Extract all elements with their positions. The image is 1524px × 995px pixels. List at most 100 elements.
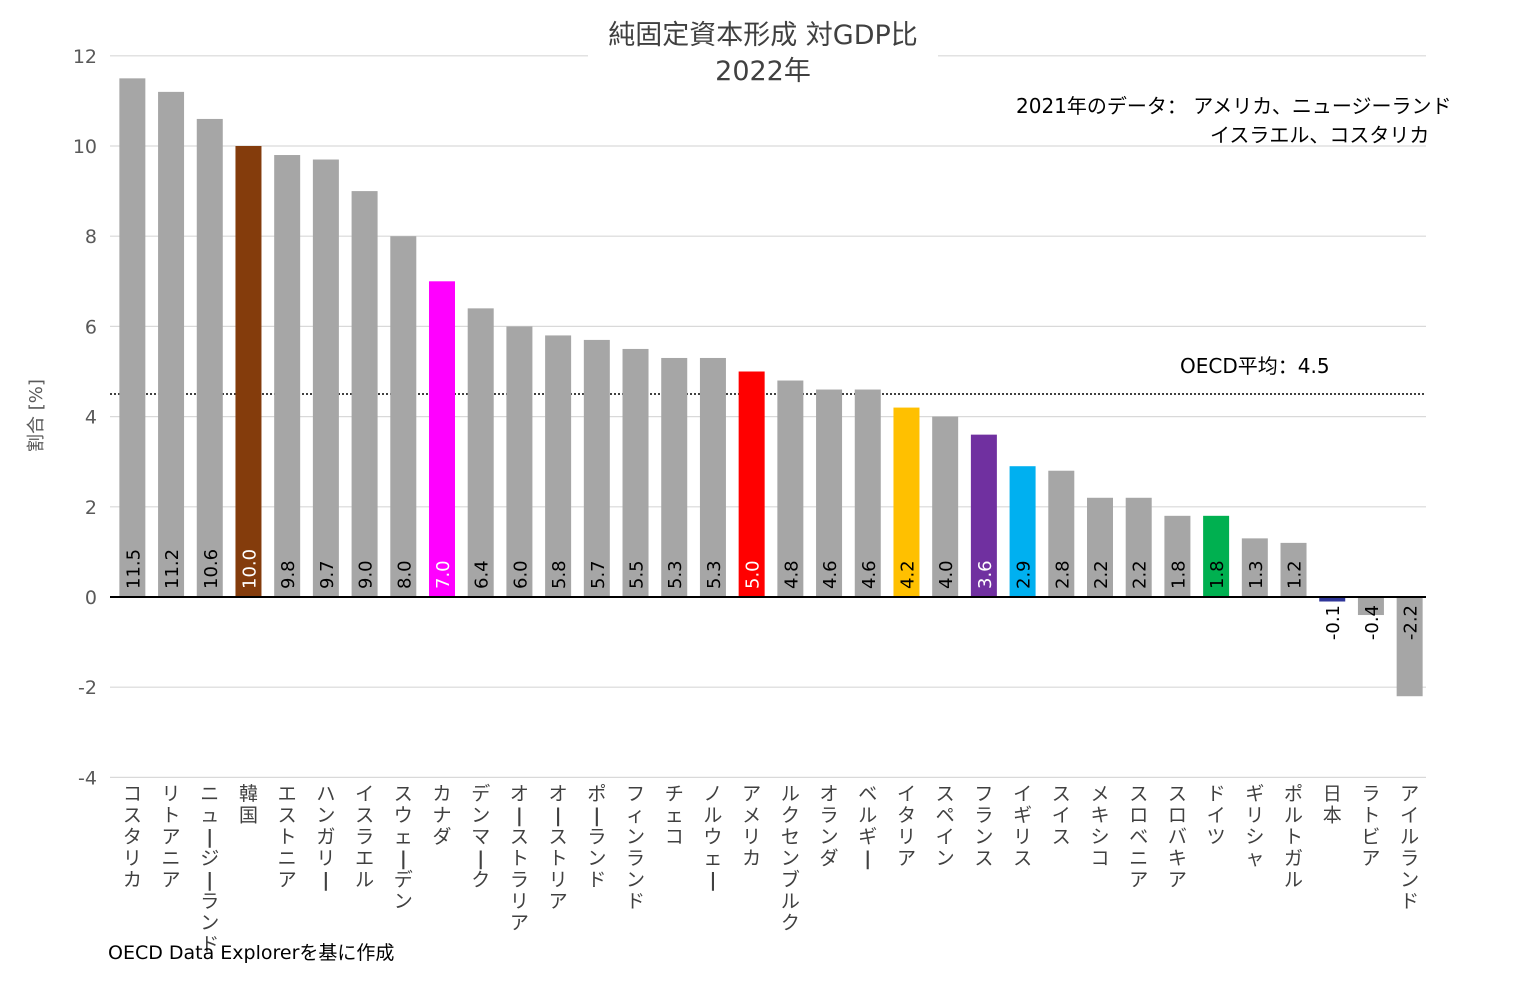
value-label: 10.0 <box>239 549 260 589</box>
value-label: 4.6 <box>820 560 841 589</box>
category-label: イタリア <box>897 783 916 870</box>
value-label: 5.7 <box>588 560 609 589</box>
category-label: ルクセンブルク <box>781 783 800 934</box>
value-label: 6.0 <box>510 560 531 589</box>
chart-title-line1: 純固定資本形成 対GDP比 <box>608 20 918 51</box>
category-label: フィンランド <box>626 783 645 913</box>
category-label: メキシコ <box>1090 783 1109 870</box>
category-label: ラトビア <box>1361 783 1380 870</box>
bar <box>1396 597 1423 697</box>
value-label: 7.0 <box>433 560 454 589</box>
value-label: 2.2 <box>1130 560 1151 589</box>
category-label: ドイツ <box>1207 783 1226 848</box>
value-label: 2.2 <box>1091 560 1112 589</box>
value-label: 1.8 <box>1168 560 1189 589</box>
category-label: イスラエル <box>355 783 374 891</box>
category-label: リトアニア <box>162 783 181 891</box>
bar <box>1357 597 1384 616</box>
oecd-average-label: OECD平均：4.5 <box>1180 354 1330 378</box>
category-label: アメリカ <box>742 783 761 870</box>
value-label: 5.8 <box>549 560 570 589</box>
value-label: 4.2 <box>897 560 918 589</box>
chart-title: 純固定資本形成 対GDP比 2022年 <box>588 18 938 90</box>
y-tick-label: -2 <box>78 677 97 699</box>
bar <box>816 389 843 597</box>
value-label: 1.3 <box>1246 560 1267 589</box>
bar <box>1009 466 1036 597</box>
bar <box>622 348 649 597</box>
bar <box>312 159 339 597</box>
value-label: 5.3 <box>704 560 725 589</box>
bar <box>699 357 726 597</box>
bar <box>854 389 881 597</box>
category-label: イギリス <box>1013 783 1032 870</box>
value-label: 11.2 <box>162 549 183 589</box>
category-label: ポ|ランド <box>587 783 606 891</box>
category-label: コスタリカ <box>123 783 142 891</box>
bar <box>235 146 262 597</box>
bar <box>274 155 301 597</box>
category-label: カナダ <box>432 783 451 848</box>
chart-title-line2: 2022年 <box>715 56 811 87</box>
category-label: 日本 <box>1323 783 1342 827</box>
y-axis-ticks: -4 -2 0 2 4 6 8 10 12 <box>73 46 97 790</box>
bar <box>1280 542 1307 597</box>
value-label: 9.8 <box>278 560 299 589</box>
note-line2: イスラエル、コスタリカ <box>1210 123 1430 147</box>
note-line1: 2021年のデータ： アメリカ、ニュージーランド <box>1016 94 1452 118</box>
category-label: スロベニア <box>1129 783 1148 891</box>
category-label: チェコ <box>665 783 684 848</box>
value-label: 9.0 <box>356 560 377 589</box>
y-tick-label: 0 <box>85 587 97 609</box>
category-label: ニュ|ジ|ランド <box>200 783 219 956</box>
y-tick-label: 4 <box>85 407 97 429</box>
category-label: スウェ|デン <box>394 783 413 913</box>
y-tick-label: 6 <box>85 316 97 338</box>
bar <box>1319 597 1346 602</box>
category-label: スロバキア <box>1168 783 1187 891</box>
y-tick-label: 2 <box>85 497 97 519</box>
bar <box>893 407 920 597</box>
category-label: オ|ストラリア <box>510 783 529 934</box>
bar <box>583 339 610 597</box>
value-label: 4.8 <box>781 560 802 589</box>
bar <box>1164 515 1191 597</box>
category-label: オランダ <box>820 783 839 870</box>
y-tick-label: 8 <box>85 226 97 248</box>
value-label: 10.6 <box>201 549 222 589</box>
category-label: ギリシャ <box>1245 783 1264 870</box>
value-label: 5.0 <box>743 560 764 589</box>
bar <box>777 380 804 597</box>
category-label: フランス <box>974 783 993 870</box>
value-label: 1.8 <box>1207 560 1228 589</box>
bar <box>467 308 494 597</box>
bar <box>1203 515 1230 597</box>
value-label: -2.2 <box>1401 605 1422 640</box>
value-label: 4.6 <box>859 560 880 589</box>
bar <box>351 191 378 597</box>
bar <box>1087 497 1113 597</box>
value-label: -0.4 <box>1362 605 1383 640</box>
source-note: OECD Data Explorerを基に作成 <box>108 942 395 964</box>
bar <box>1048 470 1075 597</box>
bars <box>119 78 1423 697</box>
category-label: スペイン <box>936 783 955 870</box>
category-label: ポルトガル <box>1284 783 1303 891</box>
bar <box>119 78 146 598</box>
category-label: スイス <box>1052 783 1071 848</box>
category-label: ベルギ| <box>858 783 877 870</box>
bar <box>196 118 223 597</box>
y-tick-label: -4 <box>78 767 97 789</box>
value-label: -0.1 <box>1323 605 1344 640</box>
category-label: エストニア <box>278 783 297 891</box>
value-label: 4.0 <box>936 560 957 589</box>
bar <box>390 236 417 597</box>
bar <box>429 281 455 597</box>
value-label: 6.4 <box>472 560 493 589</box>
bar <box>661 357 688 597</box>
value-labels: 11.5 11.2 10.6 10.0 9.8 9.7 9.0 8.0 7.0 6.4 6.0 5.8… <box>123 549 1421 640</box>
value-label: 3.6 <box>975 560 996 589</box>
category-label: ノルウェ| <box>703 783 722 891</box>
bar <box>738 371 765 597</box>
